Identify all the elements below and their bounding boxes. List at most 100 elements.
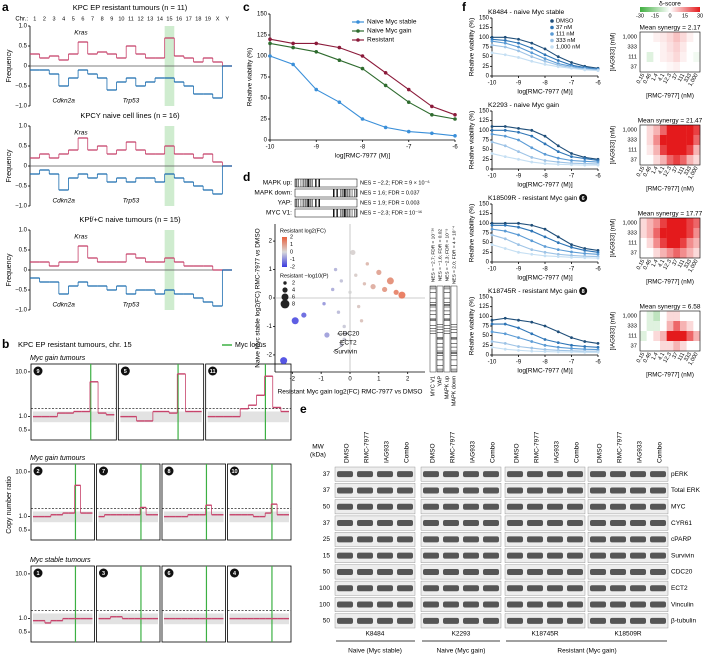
point	[342, 337, 346, 341]
tumour-id: 8	[582, 289, 585, 295]
point	[596, 250, 600, 254]
blot-strip	[587, 466, 669, 482]
tumour-id: 1	[36, 571, 39, 577]
y-tick-label: 50	[482, 333, 489, 339]
legend-label: Myc locus	[235, 342, 267, 349]
protein-name: MYC	[671, 503, 686, 510]
heat-row-label: 111	[628, 148, 637, 154]
id-badge	[230, 568, 239, 578]
heat-cell	[680, 311, 687, 322]
gene-label: Kras	[74, 234, 88, 241]
point	[530, 46, 534, 50]
blot-band	[337, 536, 353, 543]
blot-band	[357, 487, 373, 494]
point	[376, 269, 382, 275]
mw-header: (kDa)	[310, 452, 326, 459]
mw-label: 37	[323, 487, 331, 494]
blot-band	[507, 552, 523, 559]
heat-cell	[693, 32, 701, 43]
point	[530, 252, 534, 256]
blot-band	[630, 487, 646, 494]
blot-strip	[420, 515, 502, 531]
heat-col-label: 37	[671, 166, 679, 174]
colorbar-label: -2	[290, 264, 295, 270]
blot-band	[610, 552, 626, 559]
blot-band	[650, 503, 666, 510]
y-tick-label: 125	[479, 211, 490, 217]
point	[543, 254, 547, 258]
colorbar-label: 0	[290, 249, 293, 255]
point	[543, 227, 547, 231]
heat-cell	[686, 155, 694, 166]
protein-name: ECT2	[671, 585, 688, 592]
y-label: Relative viability (%)	[469, 111, 476, 170]
point	[583, 157, 587, 160]
blot-band	[590, 552, 606, 559]
blot-band	[397, 487, 413, 494]
blot-band	[567, 487, 583, 494]
gene-set-name: MYC V1	[430, 376, 436, 396]
blot-band	[630, 552, 646, 559]
blot-band	[527, 520, 543, 527]
point	[517, 45, 520, 49]
heat-cell	[673, 135, 681, 146]
heat-col-label: 0.15	[636, 352, 647, 364]
blot-strip	[587, 580, 669, 596]
noise-band	[33, 411, 115, 423]
y-tick-label: 150	[479, 109, 490, 115]
blot-band	[507, 520, 523, 527]
x-tick-label: -7	[569, 360, 575, 366]
blot-strip	[334, 548, 416, 564]
blot-band	[397, 601, 413, 608]
id-badge	[230, 466, 239, 476]
y-tick-label: 25	[482, 157, 489, 163]
y-tick-label: 50	[482, 147, 489, 153]
heat-cell	[646, 145, 654, 156]
point	[570, 155, 573, 159]
gene-label: Kras	[74, 130, 88, 137]
point	[490, 345, 494, 349]
heat-y-label: [IAG933] (nM)	[610, 312, 617, 351]
plot-title: KPf/+C naive tumours (n = 15)	[79, 215, 181, 224]
legend-marker	[550, 19, 554, 23]
blot-band	[357, 520, 373, 527]
x-tick-label: -7	[569, 81, 575, 87]
heat-col-label: 12.3	[662, 259, 673, 271]
heat-cell	[686, 321, 694, 332]
heat-col-label: 1.4	[651, 259, 660, 269]
blot-band	[567, 520, 583, 527]
mw-label: 50	[323, 569, 331, 576]
y-tick-label: 125	[479, 25, 490, 31]
chromosome-label: 7	[91, 16, 94, 22]
gene-set-stat: NES = −1.6; FDR = 0.02	[437, 229, 443, 281]
y-tick-label: -1	[267, 324, 273, 330]
heat-cell	[680, 331, 687, 342]
mw-label: 15	[323, 552, 331, 559]
point	[530, 51, 534, 55]
point	[362, 282, 367, 286]
blot-strip	[334, 597, 416, 612]
heat-cell	[680, 218, 687, 229]
id-badge	[99, 568, 108, 578]
heat-cell	[653, 32, 661, 43]
point	[543, 348, 547, 351]
blot-band	[527, 552, 543, 559]
point	[503, 247, 507, 250]
point	[430, 131, 434, 136]
point	[301, 312, 307, 318]
blot-band	[567, 471, 583, 478]
point	[333, 267, 338, 272]
blot-band	[650, 536, 666, 543]
heat-cell	[646, 228, 654, 239]
heat-cell	[640, 248, 647, 259]
blot-strip	[587, 597, 669, 612]
heat-cell	[653, 238, 661, 249]
heat-cell	[653, 321, 661, 332]
heat-cell	[666, 331, 674, 342]
lane-label: IAG933	[637, 441, 644, 463]
blot-strip	[420, 483, 502, 498]
heat-cell	[693, 62, 701, 73]
x-tick-label: -9	[516, 174, 522, 180]
heat-cell	[660, 125, 667, 136]
heat-x-label: [RMC-7977] (nM)	[646, 93, 694, 100]
